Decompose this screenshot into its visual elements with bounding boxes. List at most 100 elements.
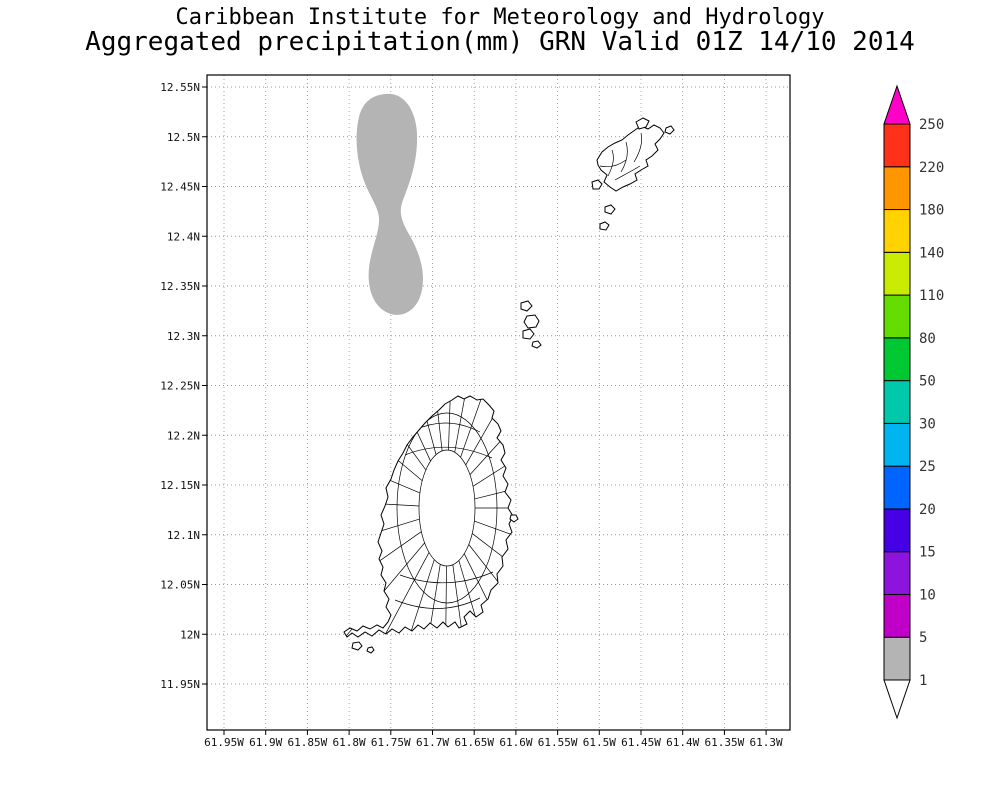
- islet: [522, 328, 535, 340]
- watershed-line: [469, 396, 513, 475]
- colorbar-label: 20: [919, 502, 936, 518]
- y-tick-label: 12.05N: [160, 579, 200, 592]
- watershed-line: [454, 396, 489, 453]
- colorbar-segment: [883, 508, 911, 553]
- colorbar-segment: [883, 123, 911, 168]
- y-tick-label: 12.15N: [160, 479, 200, 492]
- watershed-line: [452, 564, 479, 637]
- colorbar-label: 5: [919, 630, 927, 646]
- colorbar-segment: [883, 593, 911, 638]
- watershed-line: [358, 396, 431, 462]
- small-islets-group: [351, 300, 542, 654]
- watershed-line: [344, 396, 427, 471]
- islet: [366, 646, 375, 654]
- watershed-line: [458, 560, 511, 637]
- y-tick-label: 12.3N: [167, 330, 200, 343]
- islet: [509, 514, 519, 523]
- colorbar-label: 10: [919, 587, 936, 603]
- colorbar-segment: [883, 209, 911, 253]
- watershed-line: [410, 564, 441, 637]
- page-title: Caribbean Institute for Meteorology and …: [175, 5, 825, 30]
- x-tick-label: 61.6W: [499, 736, 532, 749]
- x-tick-label: 61.75W: [371, 736, 411, 749]
- colorbar-segment: [883, 337, 911, 382]
- colorbar-segment: [883, 551, 911, 595]
- x-tick-label: 61.8W: [333, 736, 366, 749]
- colorbar-arrow-low: [883, 679, 911, 720]
- colorbar-label: 25: [919, 459, 936, 475]
- islet: [523, 314, 540, 329]
- y-tick-label: 12.45N: [160, 181, 200, 194]
- x-tick-label: 61.9W: [249, 736, 282, 749]
- y-tick-label: 12N: [180, 628, 200, 641]
- y-tick-label: 12.25N: [160, 380, 200, 393]
- watershed-line: [394, 597, 481, 609]
- y-tick-label: 12.35N: [160, 280, 200, 293]
- watershed-line: [344, 396, 423, 482]
- colorbar-label: 250: [919, 117, 944, 133]
- islet: [599, 221, 610, 231]
- islet: [351, 641, 363, 651]
- watershed-line: [468, 544, 513, 637]
- carriacou-watershed-lines: [599, 132, 642, 181]
- islet: [664, 125, 675, 135]
- islet: [520, 300, 533, 312]
- y-tick-label: 12.55N: [160, 81, 200, 94]
- colorbar-segment: [883, 251, 911, 296]
- watershed-line: [420, 396, 443, 451]
- y-tick-label: 12.5N: [167, 131, 200, 144]
- y-tick-label: 12.4N: [167, 230, 200, 243]
- colorbar-segment: [883, 636, 911, 681]
- colorbar-segment: [883, 166, 911, 211]
- watershed-line: [378, 559, 435, 637]
- watershed-line: [460, 396, 513, 458]
- colorbar-label: 110: [919, 288, 944, 304]
- y-tick-label: 12.1N: [167, 529, 200, 542]
- colorbar-segment: [883, 465, 911, 510]
- watershed-line: [444, 565, 447, 637]
- watershed-line: [463, 553, 513, 637]
- x-tick-label: 61.95W: [204, 736, 244, 749]
- carriacou-island-group: [591, 117, 675, 231]
- x-tick-label: 61.55W: [538, 736, 578, 749]
- plot-border: [206, 74, 791, 731]
- colorbar-segment: [883, 294, 911, 339]
- colorbar-segment: [883, 380, 911, 424]
- watershed-line: [465, 396, 513, 466]
- islet: [591, 179, 603, 190]
- axis-labels: 61.95W 61.9W 61.85W 61.8W 61.75W 61.7W 61.65W 6…: [160, 81, 783, 749]
- y-tick-label: 12.2N: [167, 429, 200, 442]
- y-tick-label: 11.95N: [160, 678, 200, 691]
- watershed-line: [474, 520, 513, 565]
- watershed-line: [404, 446, 493, 459]
- islet: [531, 340, 542, 349]
- x-tick-label: 61.7W: [416, 736, 449, 749]
- watershed-line: [399, 571, 494, 584]
- colorbar-label: 30: [919, 416, 936, 432]
- grid-layer: [207, 75, 790, 730]
- colorbar-label: 50: [919, 374, 936, 390]
- colorbar-label: 180: [919, 203, 944, 219]
- x-tick-label: 61.85W: [288, 736, 328, 749]
- watershed-line: [448, 396, 456, 451]
- x-tick-label: 61.3W: [750, 736, 783, 749]
- precip-shaded-region-1-5mm: [356, 93, 424, 315]
- carriacou-island: [596, 124, 665, 192]
- colorbar-segment: [883, 422, 911, 467]
- x-tick-label: 61.4W: [666, 736, 699, 749]
- watershed-line: [471, 533, 513, 618]
- colorbar-label: 1: [919, 673, 927, 689]
- colorbar-label: 140: [919, 245, 944, 261]
- islet: [635, 117, 650, 130]
- x-tick-label: 61.35W: [705, 736, 745, 749]
- x-tick-label: 61.5W: [583, 736, 616, 749]
- page-subtitle: Aggregated precipitation(mm) GRN Valid 0…: [85, 27, 915, 57]
- colorbar-label: 80: [919, 331, 936, 347]
- grenada-island-fill: [344, 396, 513, 637]
- x-tick-label: 61.65W: [454, 736, 494, 749]
- watershed-line: [472, 414, 513, 487]
- islet: [604, 204, 616, 215]
